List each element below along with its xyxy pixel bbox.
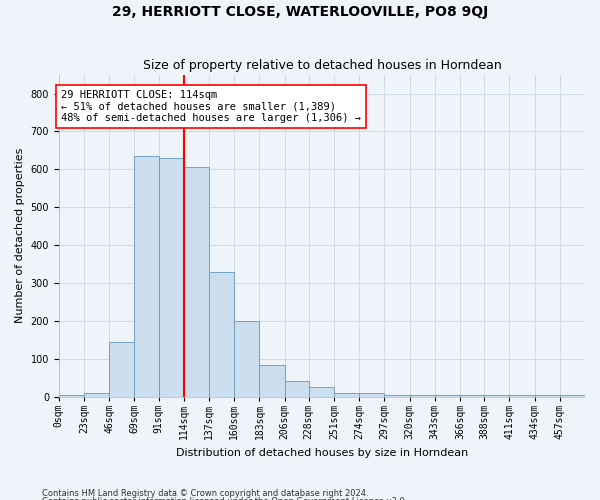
Bar bbox=[209, 272, 234, 397]
Bar bbox=[410, 395, 435, 397]
X-axis label: Distribution of detached houses by size in Horndean: Distribution of detached houses by size … bbox=[176, 448, 468, 458]
Bar bbox=[334, 393, 359, 397]
Bar bbox=[284, 380, 309, 397]
Text: Contains public sector information licensed under the Open Government Licence v3: Contains public sector information licen… bbox=[42, 498, 407, 500]
Bar bbox=[535, 395, 560, 397]
Bar bbox=[134, 156, 158, 397]
Text: Contains HM Land Registry data © Crown copyright and database right 2024.: Contains HM Land Registry data © Crown c… bbox=[42, 488, 368, 498]
Bar bbox=[184, 168, 209, 397]
Bar bbox=[309, 386, 334, 397]
Y-axis label: Number of detached properties: Number of detached properties bbox=[15, 148, 25, 324]
Title: Size of property relative to detached houses in Horndean: Size of property relative to detached ho… bbox=[143, 59, 501, 72]
Bar bbox=[234, 321, 259, 397]
Bar bbox=[385, 395, 410, 397]
Bar bbox=[460, 395, 484, 397]
Bar bbox=[484, 395, 509, 397]
Bar bbox=[59, 395, 84, 397]
Bar bbox=[259, 366, 284, 397]
Bar bbox=[359, 393, 385, 397]
Bar bbox=[158, 158, 184, 397]
Bar bbox=[509, 395, 535, 397]
Bar bbox=[84, 393, 109, 397]
Text: 29, HERRIOTT CLOSE, WATERLOOVILLE, PO8 9QJ: 29, HERRIOTT CLOSE, WATERLOOVILLE, PO8 9… bbox=[112, 5, 488, 19]
Bar bbox=[560, 395, 585, 397]
Text: 29 HERRIOTT CLOSE: 114sqm
← 51% of detached houses are smaller (1,389)
48% of se: 29 HERRIOTT CLOSE: 114sqm ← 51% of detac… bbox=[61, 90, 361, 123]
Bar bbox=[109, 342, 134, 397]
Bar bbox=[435, 395, 460, 397]
